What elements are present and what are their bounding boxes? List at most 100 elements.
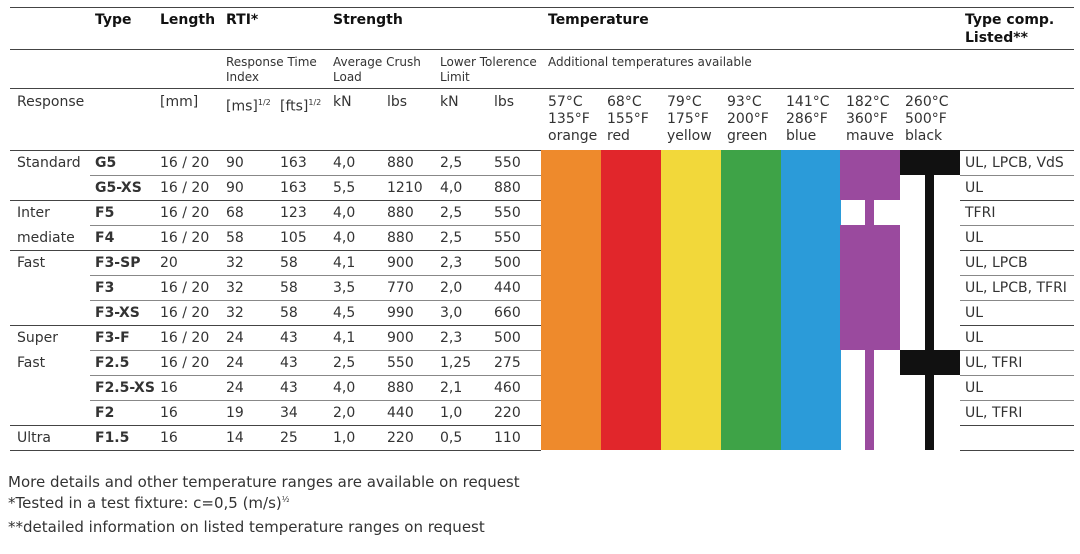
cell-tkn: 3,0 bbox=[440, 305, 463, 321]
cell-listed: UL, LPCB bbox=[965, 255, 1028, 271]
cell-length: 16 / 20 bbox=[160, 355, 210, 371]
cell-ms: 58 bbox=[226, 230, 244, 246]
cell-ms: 68 bbox=[226, 205, 244, 221]
cell-type: G5-XS bbox=[95, 180, 142, 196]
row-rule bbox=[90, 225, 541, 226]
top-rule bbox=[10, 7, 1074, 8]
band-red bbox=[601, 150, 661, 450]
tolerance-description: Lower Tolerence Limit bbox=[440, 55, 537, 84]
row-rule bbox=[960, 350, 1074, 351]
cell-kn: 4,0 bbox=[333, 230, 356, 246]
header-rti: RTI* bbox=[226, 12, 259, 28]
row-rule bbox=[960, 225, 1074, 226]
cell-lbs: 440 bbox=[387, 405, 414, 421]
temp-black-name: black bbox=[905, 128, 943, 144]
cell-kn: 4,1 bbox=[333, 330, 356, 346]
cell-fts: 43 bbox=[280, 330, 298, 346]
cell-tlbs: 220 bbox=[494, 405, 521, 421]
cell-fts: 163 bbox=[280, 180, 307, 196]
cell-tkn: 2,1 bbox=[440, 380, 463, 396]
cell-response: mediate bbox=[17, 230, 75, 246]
band-black-full bbox=[900, 350, 960, 375]
row-rule bbox=[90, 275, 541, 276]
row-rule bbox=[960, 400, 1074, 401]
cell-type: F5 bbox=[95, 205, 115, 221]
row-rule bbox=[960, 250, 1074, 251]
cell-tlbs: 460 bbox=[494, 380, 521, 396]
header-temperature: Temperature bbox=[548, 12, 649, 28]
cell-length: 16 bbox=[160, 405, 178, 421]
temp-yellow-f: 175°F bbox=[667, 111, 709, 127]
units-kn-crush: kN bbox=[333, 94, 352, 110]
temp-orange-c: 57°C bbox=[548, 94, 583, 110]
temperature-description: Additional temperatures available bbox=[548, 55, 752, 69]
cell-tkn: 4,0 bbox=[440, 180, 463, 196]
cell-type: F3-SP bbox=[95, 255, 141, 271]
cell-tkn: 2,5 bbox=[440, 155, 463, 171]
cell-fts: 43 bbox=[280, 355, 298, 371]
temp-mauve-name: mauve bbox=[846, 128, 894, 144]
cell-kn: 4,0 bbox=[333, 205, 356, 221]
cell-ms: 90 bbox=[226, 180, 244, 196]
cell-tkn: 1,25 bbox=[440, 355, 472, 371]
row-rule bbox=[90, 175, 541, 176]
cell-tkn: 1,0 bbox=[440, 405, 463, 421]
cell-ms: 24 bbox=[226, 330, 244, 346]
cell-length: 16 / 20 bbox=[160, 230, 210, 246]
temp-yellow-name: yellow bbox=[667, 128, 712, 144]
band-yellow bbox=[661, 150, 721, 450]
cell-type: F3-XS bbox=[95, 305, 140, 321]
temp-blue-c: 141°C bbox=[786, 94, 830, 110]
cell-fts: 58 bbox=[280, 255, 298, 271]
cell-type: F1.5 bbox=[95, 430, 130, 446]
row-rule bbox=[90, 375, 541, 376]
units-response: Response bbox=[17, 94, 85, 110]
cell-tkn: 2,3 bbox=[440, 330, 463, 346]
cell-lbs: 900 bbox=[387, 255, 414, 271]
cell-listed: TFRI bbox=[965, 205, 996, 221]
cell-length: 20 bbox=[160, 255, 178, 271]
band-mauve-full bbox=[840, 150, 900, 175]
cell-type: F2 bbox=[95, 405, 115, 421]
cell-ms: 24 bbox=[226, 355, 244, 371]
cell-listed: UL, LPCB, TFRI bbox=[965, 280, 1067, 296]
row-rule bbox=[960, 325, 1074, 326]
cell-tlbs: 500 bbox=[494, 255, 521, 271]
cell-kn: 4,0 bbox=[333, 155, 356, 171]
cell-kn: 2,0 bbox=[333, 405, 356, 421]
cell-lbs: 220 bbox=[387, 430, 414, 446]
cell-lbs: 550 bbox=[387, 355, 414, 371]
cell-type: F2.5-XS bbox=[95, 380, 155, 396]
cell-fts: 58 bbox=[280, 305, 298, 321]
units-lbs-crush: lbs bbox=[387, 94, 408, 110]
band-mauve-full bbox=[840, 175, 900, 200]
row-rule bbox=[90, 300, 541, 301]
temp-black-c: 260°C bbox=[905, 94, 949, 110]
cell-fts: 58 bbox=[280, 280, 298, 296]
cell-length: 16 bbox=[160, 430, 178, 446]
cell-fts: 123 bbox=[280, 205, 307, 221]
band-green bbox=[721, 150, 781, 450]
units-fts: [fts]1/2 bbox=[280, 98, 322, 115]
row-rule bbox=[960, 275, 1074, 276]
cell-listed: UL, LPCB, VdS bbox=[965, 155, 1064, 171]
temp-mauve-f: 360°F bbox=[846, 111, 888, 127]
band-black-stripe bbox=[925, 150, 934, 450]
crush-load-description: Average Crush Load bbox=[333, 55, 421, 84]
band-mauve-stripe bbox=[865, 400, 874, 425]
cell-lbs: 770 bbox=[387, 280, 414, 296]
cell-type: G5 bbox=[95, 155, 117, 171]
cell-tlbs: 110 bbox=[494, 430, 521, 446]
cell-response: Fast bbox=[17, 255, 46, 271]
row-rule bbox=[10, 150, 541, 151]
cell-tlbs: 440 bbox=[494, 280, 521, 296]
cell-kn: 1,0 bbox=[333, 430, 356, 446]
temp-green-f: 200°F bbox=[727, 111, 769, 127]
cell-ms: 32 bbox=[226, 305, 244, 321]
cell-listed: UL bbox=[965, 230, 984, 246]
cell-kn: 4,5 bbox=[333, 305, 356, 321]
temp-green-c: 93°C bbox=[727, 94, 762, 110]
temp-blue-name: blue bbox=[786, 128, 817, 144]
header-type: Type bbox=[95, 12, 132, 28]
temp-mauve-c: 182°C bbox=[846, 94, 890, 110]
